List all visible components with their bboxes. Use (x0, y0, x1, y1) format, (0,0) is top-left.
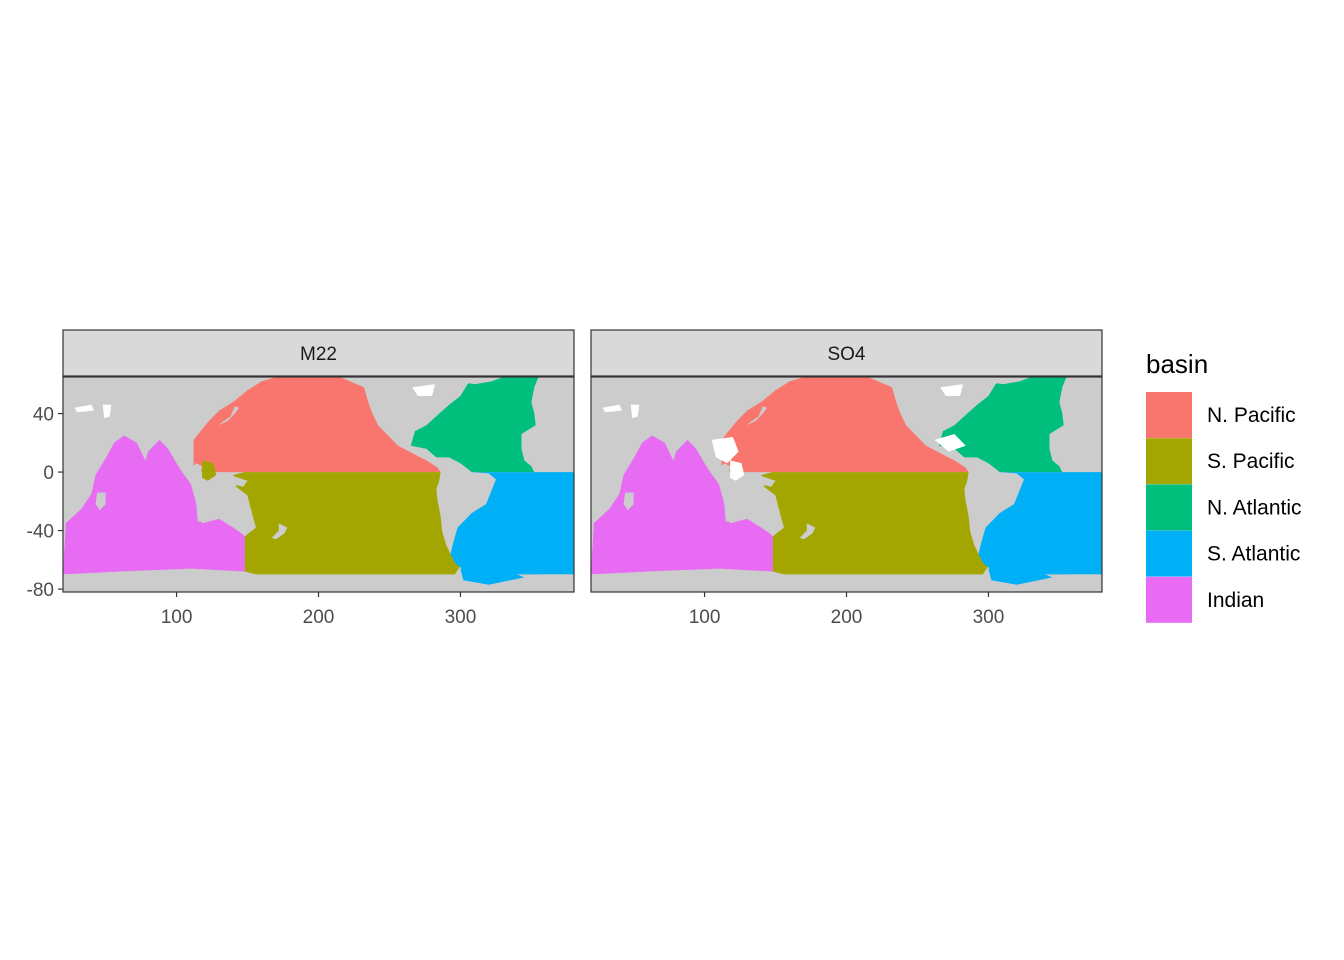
x-tick-label: 100 (161, 607, 193, 628)
land-antarctica (591, 574, 1102, 592)
x-tick-label: 300 (973, 607, 1005, 628)
facet-panel-so4: SO4 100 200 300 (590, 329, 1103, 628)
legend: basin N. Pacific S. Pacific N. Atlantic S. … (1146, 349, 1302, 623)
basin-region-s-pacific (761, 472, 989, 585)
land-antarctica (63, 574, 574, 592)
marginal-sea-indonesia (202, 460, 217, 481)
facet-strip-label-m22: M22 (300, 344, 337, 365)
inland-sea-black (602, 404, 623, 413)
y-axis: 40 0 -40 -80 (27, 405, 63, 601)
legend-key-indian (1146, 576, 1192, 623)
basin-region-n-atlantic (410, 377, 539, 473)
basin-region-n-pacific (193, 377, 441, 473)
basin-region-s-atlantic (978, 472, 1102, 582)
x-tick-label: 200 (831, 607, 863, 628)
map-layer-so4 (591, 377, 1102, 592)
land-japan (219, 406, 239, 426)
legend-label: S. Atlantic (1207, 543, 1300, 566)
facet-strip-m22 (62, 329, 575, 377)
land-new-guinea (750, 475, 776, 487)
inland-sea-black (74, 404, 95, 413)
inland-sea-hudson-bay (412, 384, 435, 396)
legend-label: Indian (1207, 589, 1264, 612)
land-new-zealand (271, 523, 288, 540)
basin-region-s-pacific (233, 472, 461, 585)
land-australia (196, 486, 252, 528)
basin-region-s-atlantic-weddell (460, 568, 525, 585)
basin-region-s-atlantic (450, 472, 574, 582)
x-tick-label: 300 (445, 607, 477, 628)
x-axis-m22: 100 200 300 (161, 592, 477, 628)
marginal-sea-south-china (711, 437, 739, 464)
marginal-sea-indonesia (730, 460, 745, 481)
y-tick-label: 40 (33, 405, 54, 426)
land-madagascar (95, 492, 106, 511)
legend-label: S. Pacific (1207, 450, 1295, 473)
land-greenland (460, 377, 503, 385)
y-tick-label: -40 (27, 522, 54, 543)
basin-region-n-atlantic (938, 377, 1067, 473)
legend-key-s-pacific (1146, 438, 1192, 485)
land-new-zealand (799, 523, 816, 540)
x-tick-label: 100 (689, 607, 721, 628)
basin-region-n-pacific (721, 377, 969, 473)
land-borneo (189, 463, 203, 477)
basin-region-s-atlantic-weddell (988, 568, 1053, 585)
facet-strip-so4 (590, 329, 1103, 377)
inland-sea-caspian (102, 404, 112, 418)
legend-key-n-pacific (1146, 392, 1192, 438)
inland-sea-caspian (630, 404, 640, 418)
legend-label: N. Pacific (1207, 404, 1296, 427)
facet-panel-m22: M22 100 200 300 400-40-80 (27, 329, 575, 628)
map-layer-m22 (63, 377, 574, 592)
x-axis-so4: 100 200 300 (689, 592, 1005, 628)
x-tick-label: 200 (303, 607, 335, 628)
inland-sea-hudson-bay (940, 384, 963, 396)
basin-region-indian (63, 435, 245, 575)
legend-label: N. Atlantic (1207, 496, 1302, 519)
y-tick-label: -80 (27, 580, 54, 601)
land-greenland (988, 377, 1031, 385)
legend-title: basin (1146, 349, 1208, 379)
land-madagascar (623, 492, 634, 511)
land-japan (747, 406, 767, 426)
facet-strip-label-so4: SO4 (827, 344, 865, 365)
y-tick-label: 0 (43, 463, 54, 484)
land-australia (724, 486, 780, 528)
marginal-sea-caribbean (934, 434, 966, 452)
legend-key-n-atlantic (1146, 484, 1192, 531)
land-new-guinea (222, 475, 248, 487)
legend-key-s-atlantic (1146, 530, 1192, 577)
land-borneo (717, 463, 731, 477)
basin-region-indian (591, 435, 773, 575)
